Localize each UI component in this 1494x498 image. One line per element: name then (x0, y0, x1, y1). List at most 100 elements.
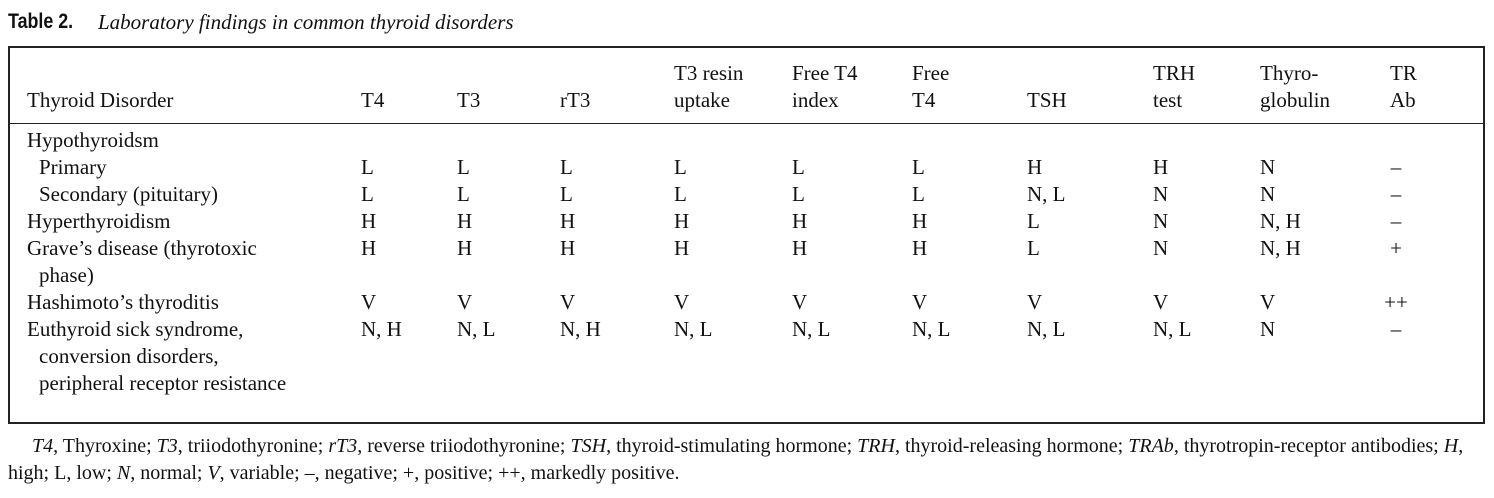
cell: N, H (1260, 209, 1301, 233)
column-header: Thyroid Disorder (27, 88, 174, 112)
column-header: uptake (674, 88, 730, 112)
footnote-segment: , normal; (130, 462, 208, 484)
cell: N (1260, 317, 1276, 341)
cell: N, L (792, 317, 831, 341)
footnote-segment: TRAb (1128, 435, 1174, 457)
cell: – (1390, 317, 1402, 341)
cell: L (792, 182, 805, 206)
cell: H (1153, 155, 1169, 179)
row-label: Primary (39, 155, 107, 179)
footnote-segment: TSH (570, 435, 607, 457)
table-label: Table 2. (8, 10, 74, 33)
footnote-segment: , reverse triiodothyronine; (357, 435, 571, 457)
row-label: peripheral receptor resistance (39, 371, 287, 395)
cell: L (1027, 209, 1040, 233)
cell: H (560, 236, 576, 260)
cell: N (1260, 182, 1276, 206)
cell: H (457, 236, 473, 260)
footnote-segment: TRH (857, 435, 895, 457)
column-header: globulin (1260, 88, 1331, 112)
cell: – (1390, 209, 1402, 233)
cell: H (457, 209, 473, 233)
cell: L (361, 182, 374, 206)
cell: N, L (1027, 317, 1066, 341)
column-header: TR (1390, 61, 1417, 85)
column-header: index (792, 88, 839, 112)
column-header: Thyro- (1260, 61, 1319, 85)
cell: H (560, 209, 576, 233)
footnote-segment: H (1443, 435, 1459, 457)
cell: N, L (1153, 317, 1192, 341)
cell: N, L (912, 317, 951, 341)
cell: N, H (361, 317, 402, 341)
header-rule (10, 123, 1483, 124)
footnote-segment: , Thyroxine; (53, 435, 157, 457)
cell: L (674, 155, 687, 179)
footnote-segment: T4 (32, 435, 54, 457)
footnote-segment: rT3 (328, 435, 358, 457)
cell: N (1153, 182, 1169, 206)
cell: L (457, 182, 470, 206)
cell: N, H (560, 317, 601, 341)
cell: N, L (1027, 182, 1066, 206)
row-label: Euthyroid sick syndrome, (27, 317, 244, 341)
cell: V (560, 290, 576, 314)
footnote-segment: T3 (156, 435, 178, 457)
cell: – (1390, 155, 1402, 179)
table-frame (8, 46, 1485, 424)
cell: N, L (674, 317, 713, 341)
footnote-segment: , thyroid-releasing hormone; (894, 435, 1129, 457)
column-header: TSH (1027, 88, 1067, 112)
footnote-segment: , thyroid-stimulating hormone; (606, 435, 858, 457)
cell: L (1027, 236, 1040, 260)
row-label: Grave’s disease (thyrotoxic (27, 236, 257, 260)
cell: N, H (1260, 236, 1301, 260)
cell: ++ (1384, 290, 1408, 314)
cell: V (674, 290, 690, 314)
footnote-segment: , thyrotropin-receptor antibodies; (1173, 435, 1444, 457)
cell: L (361, 155, 374, 179)
cell: H (361, 209, 377, 233)
cell: V (361, 290, 377, 314)
cell: H (912, 236, 928, 260)
cell: H (674, 236, 690, 260)
row-label: conversion disorders, (39, 344, 219, 368)
cell: V (457, 290, 473, 314)
column-header: T3 resin (674, 61, 744, 85)
row-label: phase) (39, 263, 94, 287)
footnote-segment: V (207, 462, 220, 484)
cell: L (457, 155, 470, 179)
footnote-segment: , triiodothyronine; (177, 435, 329, 457)
cell: L (560, 155, 573, 179)
row-label: Hyperthyroidism (27, 209, 171, 233)
column-header: Free (912, 61, 950, 85)
footnote-segment: , variable; –, negative; +, positive; ++… (219, 462, 680, 484)
cell: H (792, 236, 808, 260)
column-header: rT3 (560, 88, 591, 112)
cell: L (912, 155, 925, 179)
footnote-segment: , high; L, low; (8, 435, 1464, 484)
cell: H (792, 209, 808, 233)
column-header: TRH (1153, 61, 1195, 85)
column-header: test (1153, 88, 1183, 112)
cell: N (1153, 236, 1169, 260)
table-caption: Laboratory findings in common thyroid di… (98, 10, 514, 34)
cell: + (1390, 236, 1402, 260)
cell: L (674, 182, 687, 206)
column-header: T4 (361, 88, 385, 112)
cell: N, L (457, 317, 496, 341)
cell: L (912, 182, 925, 206)
cell: – (1390, 182, 1402, 206)
cell: L (792, 155, 805, 179)
column-header: Free T4 (792, 61, 858, 85)
cell: V (1153, 290, 1169, 314)
row-label: Hypothyroidsm (27, 128, 159, 152)
cell: L (560, 182, 573, 206)
cell: V (792, 290, 808, 314)
column-header: Ab (1390, 88, 1416, 112)
column-header: T3 (457, 88, 481, 112)
cell: V (912, 290, 928, 314)
cell: V (1260, 290, 1276, 314)
cell: N (1260, 155, 1276, 179)
